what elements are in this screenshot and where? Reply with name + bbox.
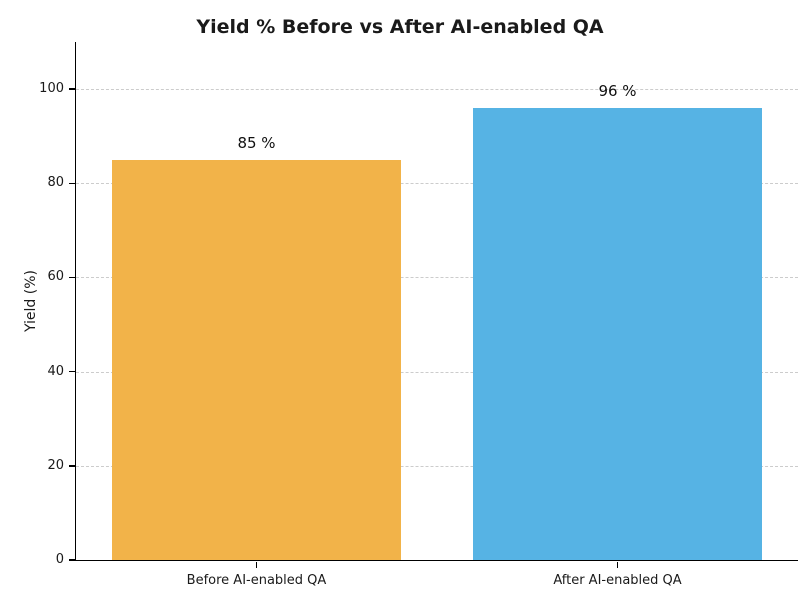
bar-1 <box>473 107 762 560</box>
y-tick-label-0: 0 <box>55 552 64 567</box>
chart-title: Yield % Before vs After AI-enabled QA <box>196 16 604 38</box>
y-tick-mark-80 <box>69 182 75 185</box>
x-category-label-1: After AI-enabled QA <box>553 573 682 588</box>
gridline-40 <box>76 371 798 373</box>
y-tick-mark-20 <box>69 465 75 467</box>
y-tick-label-40: 40 <box>47 363 64 379</box>
y-tick-mark-100 <box>69 88 75 90</box>
y-tick-label-60: 60 <box>47 269 64 285</box>
y-tick-mark-40 <box>69 370 75 373</box>
gridline-100 <box>76 89 798 91</box>
plot-area: 0 20 40 60 80 100 85 % Before AI-enabled QA 96 %… <box>39 42 798 588</box>
gridline-20 <box>76 465 798 467</box>
y-tick-mark-60 <box>69 276 75 279</box>
y-tick-label-20: 20 <box>47 457 64 473</box>
bar-0 <box>112 159 401 560</box>
bar-value-label-1: 96 % <box>598 81 637 100</box>
x-tick-mark-1 <box>616 562 619 568</box>
y-tick-label-80: 80 <box>47 175 64 191</box>
x-category-label-0: Before AI-enabled QA <box>186 573 327 588</box>
gridline-60 <box>76 277 798 279</box>
y-tick-mark-0 <box>69 559 75 561</box>
bar-value-label-0: 85 % <box>237 133 276 152</box>
gridline-80 <box>76 183 798 185</box>
y-tick-label-100: 100 <box>39 81 64 97</box>
x-tick-mark-0 <box>255 562 258 568</box>
